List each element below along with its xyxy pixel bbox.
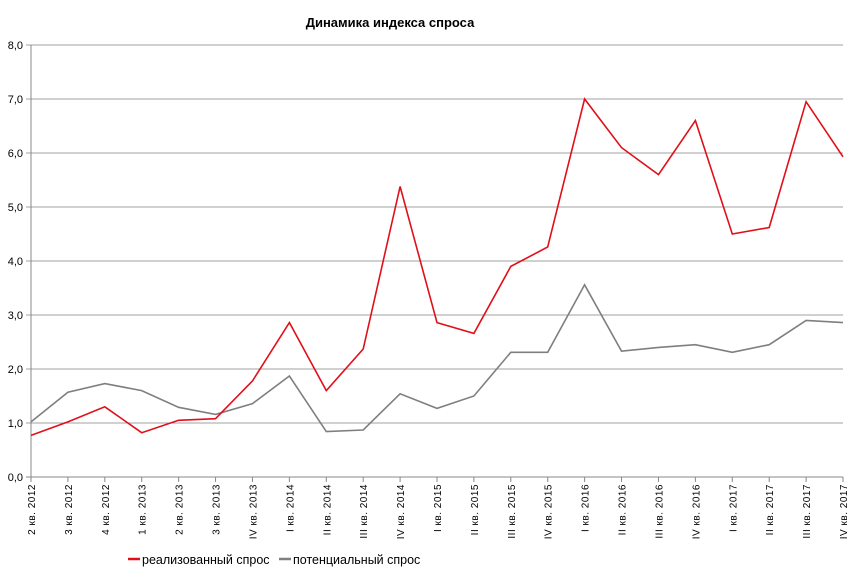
y-tick-label: 7,0 bbox=[8, 94, 23, 106]
x-tick-label: III кв. 2017 bbox=[802, 484, 813, 539]
y-tick-label: 2,0 bbox=[8, 364, 23, 376]
legend: реализованный спрос потенциальный спрос bbox=[128, 553, 420, 567]
x-tick-label: III кв. 2016 bbox=[654, 484, 665, 539]
x-tick-label: 1 кв. 2013 bbox=[138, 484, 149, 535]
x-tick-label: 4 кв. 2012 bbox=[101, 484, 112, 535]
x-axis: 2 кв. 2012 3 кв. 2012 4 кв. 2012 1 кв. 2013… bbox=[27, 477, 850, 539]
x-tick-label: IV кв. 2015 bbox=[544, 484, 555, 539]
x-tick-label: IV кв. 2017 bbox=[839, 484, 850, 539]
x-tick-label: 3 кв. 2013 bbox=[212, 484, 223, 535]
y-tick-label: 4,0 bbox=[8, 256, 23, 268]
x-tick-label: III кв. 2014 bbox=[359, 484, 370, 539]
x-tick-label: IV кв. 2013 bbox=[248, 484, 259, 539]
x-tick-label: I кв. 2017 bbox=[728, 484, 739, 532]
y-tick-label: 1,0 bbox=[8, 418, 23, 430]
y-tick-label: 8,0 bbox=[8, 40, 23, 52]
x-tick-label: II кв. 2014 bbox=[322, 484, 333, 535]
x-tick-label: III кв. 2015 bbox=[507, 484, 518, 539]
y-tick-label: 0,0 bbox=[8, 472, 23, 484]
x-tick-label: 3 кв. 2012 bbox=[64, 484, 75, 535]
series-line-1 bbox=[30, 283, 844, 433]
x-tick-label: II кв. 2017 bbox=[765, 484, 776, 535]
x-tick-label: I кв. 2015 bbox=[433, 484, 444, 532]
x-tick-label: IV кв. 2014 bbox=[396, 484, 407, 539]
y-tick-label: 6,0 bbox=[8, 148, 23, 160]
series-lines bbox=[30, 97, 844, 437]
x-tick-label: 2 кв. 2013 bbox=[175, 484, 186, 535]
x-tick-label: 2 кв. 2012 bbox=[27, 484, 38, 535]
x-tick-label: II кв. 2016 bbox=[618, 484, 629, 535]
x-tick-label: IV кв. 2016 bbox=[691, 484, 702, 539]
x-tick-label: I кв. 2016 bbox=[581, 484, 592, 532]
chart-title: Динамика индекса спроса bbox=[306, 15, 475, 30]
x-tick-label: I кв. 2014 bbox=[285, 484, 296, 532]
x-tick-label: II кв. 2015 bbox=[470, 484, 481, 535]
legend-label-1: потенциальный спрос bbox=[293, 553, 420, 567]
y-tick-label: 3,0 bbox=[8, 310, 23, 322]
series-line-0 bbox=[30, 97, 844, 437]
y-axis: 0,0 1,0 2,0 3,0 4,0 5,0 6,0 7,0 8,0 bbox=[8, 40, 32, 484]
legend-label-0: реализованный спрос bbox=[142, 553, 270, 567]
y-tick-label: 5,0 bbox=[8, 202, 23, 214]
gridlines bbox=[26, 44, 843, 478]
